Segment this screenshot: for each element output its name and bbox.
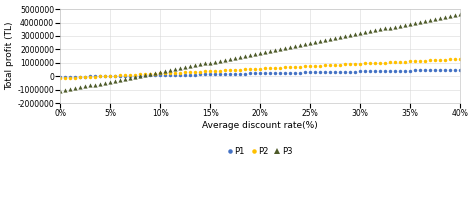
Y-axis label: Total profit (TL): Total profit (TL) — [6, 22, 15, 90]
P1 — [57, 76, 63, 78]
P2 — [457, 58, 463, 60]
P2 — [307, 65, 313, 67]
P1 — [307, 71, 313, 74]
P3 — [352, 33, 358, 36]
Legend: P1, P2, P3: P1, P2, P3 — [228, 147, 292, 156]
P2 — [417, 60, 423, 62]
P3 — [417, 20, 423, 23]
P3 — [57, 90, 63, 92]
P1 — [277, 72, 283, 74]
P1 — [417, 69, 423, 72]
P2 — [402, 60, 408, 63]
P2 — [57, 77, 63, 80]
P2 — [352, 63, 358, 65]
P3 — [277, 48, 283, 50]
P1 — [382, 70, 388, 72]
P2 — [277, 66, 283, 69]
P1 — [352, 70, 358, 73]
P1 — [457, 68, 463, 71]
P3 — [457, 13, 463, 15]
P3 — [382, 27, 388, 30]
Line: P2: P2 — [59, 57, 462, 80]
P3 — [402, 23, 408, 26]
X-axis label: Average discount rate(%): Average discount rate(%) — [202, 121, 318, 130]
Line: P3: P3 — [58, 12, 462, 93]
P3 — [307, 42, 313, 44]
Line: P1: P1 — [59, 68, 462, 79]
P2 — [382, 61, 388, 64]
P1 — [402, 69, 408, 72]
